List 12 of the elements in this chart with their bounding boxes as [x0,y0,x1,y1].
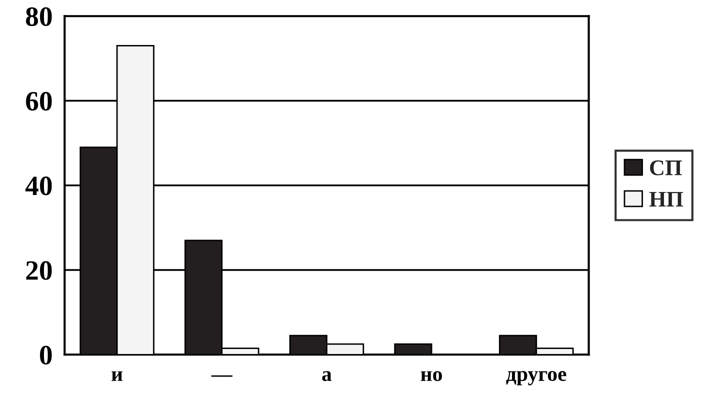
x-tick-label: а [322,371,332,382]
x-tick-label: и [112,371,122,381]
y-tick-label: 20 [26,261,52,280]
y-tick-label: 0 [40,346,52,365]
y-tick-label: 80 [26,7,52,26]
y-tick-label: 60 [26,92,52,111]
legend-label: СП [650,160,682,176]
x-tick-label: — [211,375,232,377]
y-tick-label: 40 [25,176,52,196]
x-tick-label: но [420,371,442,382]
x-tick-label: другое [506,371,566,386]
legend-label: НП [649,192,684,206]
